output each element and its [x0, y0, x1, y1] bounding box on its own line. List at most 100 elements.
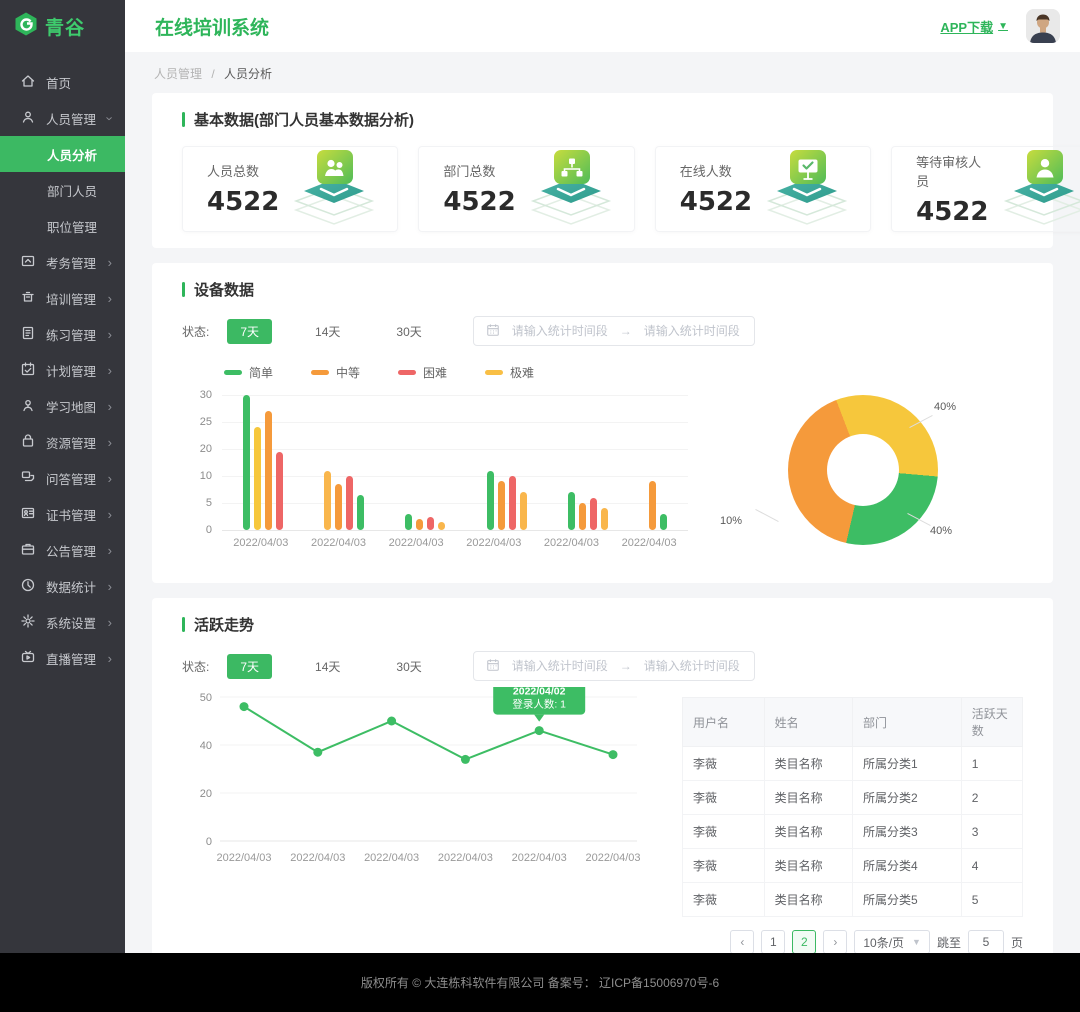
stat-text: 在线人数 4522	[680, 161, 752, 217]
legend-item-极难[interactable]: 极难	[485, 364, 534, 381]
logo-text: 青谷	[45, 17, 86, 39]
device-range-tab-30d[interactable]: 30天	[396, 324, 422, 339]
sidebar-item-cert[interactable]: 证书管理 ›	[0, 496, 125, 532]
sidebar-item-label: 人员管理	[46, 112, 97, 127]
page-button-1[interactable]: 1	[761, 930, 786, 954]
bar-orange	[578, 503, 586, 530]
title-accent-bar	[182, 282, 185, 297]
page-button-2[interactable]: 2	[792, 930, 817, 954]
breadcrumb-current: 人员分析	[224, 67, 273, 81]
next-page-button[interactable]: ›	[823, 930, 848, 954]
active-range-tab-7d[interactable]: 7天	[227, 653, 273, 679]
device-date-end-input[interactable]	[641, 323, 742, 339]
topbar: 在线培训系统 APP下载 ▼	[125, 0, 1080, 52]
bar-group	[323, 470, 364, 530]
svg-text:2022/04/03: 2022/04/03	[438, 852, 493, 864]
active-section-title: 活跃走势	[182, 614, 1023, 635]
donut-label: 40%	[934, 401, 957, 413]
legend-swatch	[311, 370, 330, 375]
prev-page-button[interactable]: ‹	[730, 930, 755, 954]
bar-red	[589, 497, 597, 530]
table-header-cell: 活跃天数	[960, 697, 1024, 747]
sidebar-item-label: 公告管理	[46, 544, 97, 559]
date-range-arrow: →	[619, 324, 632, 338]
sidebar-item-study-map[interactable]: 学习地图 ›	[0, 388, 125, 424]
legend-swatch	[224, 370, 242, 375]
stat-value: 4522	[443, 187, 516, 217]
stat-value: 4522	[207, 187, 280, 217]
stat-label: 部门总数	[443, 164, 496, 179]
device-date-start-input[interactable]	[509, 323, 610, 339]
breadcrumb-parent[interactable]: 人员管理	[154, 67, 203, 81]
sidebar-item-personnel[interactable]: 人员管理 ›	[0, 100, 125, 136]
bar-yellow	[253, 427, 261, 530]
active-date-end-input[interactable]	[641, 658, 742, 674]
legend-item-中等[interactable]: 中等	[311, 364, 360, 381]
sidebar-item-position[interactable]: 职位管理	[0, 208, 125, 244]
sidebar-item-live[interactable]: 直播管理 ›	[0, 640, 125, 676]
caret-down-icon: ▼	[998, 20, 1008, 32]
legend-item-困难[interactable]: 困难	[398, 364, 447, 381]
bar-red	[275, 451, 283, 530]
bar-group	[567, 492, 608, 530]
active-range-tab-30d[interactable]: 30天	[396, 659, 422, 674]
jump-to-input[interactable]	[967, 930, 1004, 954]
sidebar-item-label: 学习地图	[46, 400, 97, 415]
sidebar-item-stats[interactable]: 数据统计 ›	[0, 568, 125, 604]
stats-icon	[20, 577, 36, 596]
sidebar-item-practice[interactable]: 练习管理 ›	[0, 316, 125, 352]
sidebar-item-label: 职位管理	[47, 220, 98, 235]
chevron-right-icon: ›	[107, 578, 112, 594]
table-cell: 所属分类2	[851, 780, 962, 815]
sidebar-item-training[interactable]: 培训管理 ›	[0, 280, 125, 316]
bar-x-tick: 2022/04/03	[233, 537, 289, 549]
bar-orange	[649, 481, 657, 530]
active-range-tab-14d[interactable]: 14天	[315, 659, 341, 674]
sidebar-menu: 首页 人员管理 › 人员分析 部门人员 职位管理 考务管理 › 培训管理 › 练习管理 › 计划管理 › 学…	[0, 52, 125, 676]
stat-text: 人员总数 4522	[207, 161, 279, 217]
calendar-icon	[486, 658, 500, 675]
sidebar-item-qa[interactable]: 问答管理 ›	[0, 460, 125, 496]
app-download-link[interactable]: APP下载 ▼	[940, 17, 1008, 36]
sidebar-item-label: 考务管理	[46, 256, 97, 271]
stats-row: 人员总数 4522 部门总数 4522 在线人数 4522 等待审核人员 4522	[182, 146, 1080, 232]
chevron-right-icon: ›	[107, 290, 112, 306]
bar-y-tick: 0	[205, 524, 212, 536]
sidebar-item-exam[interactable]: 考务管理 ›	[0, 244, 125, 280]
bar-y-tick: 5	[205, 497, 212, 509]
donut-label: 10%	[720, 515, 743, 527]
active-date-start-input[interactable]	[509, 658, 610, 674]
study-map-icon	[20, 397, 36, 416]
sidebar-item-settings[interactable]: 系统设置 ›	[0, 604, 125, 640]
chevron-right-icon: ›	[107, 542, 112, 558]
chevron-right-icon: ›	[107, 614, 112, 630]
device-charts-row: 30 25 20 10 5 0 2022/04/03 2022/04/03 2022/04/03…	[182, 385, 1023, 567]
sidebar-item-dept-person[interactable]: 部门人员	[0, 172, 125, 208]
sidebar-item-person-analysis[interactable]: 人员分析	[0, 136, 125, 172]
sidebar-item-resource[interactable]: 资源管理 ›	[0, 424, 125, 460]
sidebar-item-home[interactable]: 首页	[0, 64, 125, 100]
logo[interactable]: 青谷	[0, 0, 125, 52]
legend-item-简单[interactable]: 简单	[224, 364, 273, 381]
table-cell: 类目名称	[763, 746, 853, 781]
sidebar-item-plan[interactable]: 计划管理 ›	[0, 352, 125, 388]
bar-gridline	[222, 422, 688, 423]
page-size-select[interactable]: 10条/页 ▼	[854, 930, 930, 954]
device-range-tab-14d[interactable]: 14天	[315, 324, 341, 339]
sidebar-item-announce[interactable]: 公告管理 ›	[0, 532, 125, 568]
legend-label: 中等	[336, 366, 361, 380]
active-trend-panel: 活跃走势 状态: 7天 14天 30天 → 50 40 20 0 2022/04/03 2022/…	[152, 598, 1053, 970]
chevron-right-icon: ›	[107, 362, 112, 378]
user-avatar[interactable]	[1026, 9, 1060, 43]
bar-gridline	[222, 395, 688, 396]
practice-icon	[20, 325, 36, 344]
device-range-tab-7d[interactable]: 7天	[227, 318, 273, 344]
donut-ring	[788, 395, 938, 545]
stat-label: 在线人数	[679, 164, 732, 179]
table-cell: 5	[960, 882, 1024, 917]
table-header-cell: 姓名	[763, 697, 853, 747]
legend-label: 困难	[423, 366, 448, 380]
stat-label: 人员总数	[207, 164, 260, 179]
device-bar-chart: 30 25 20 10 5 0 2022/04/03 2022/04/03 2022/04/03…	[182, 389, 702, 567]
